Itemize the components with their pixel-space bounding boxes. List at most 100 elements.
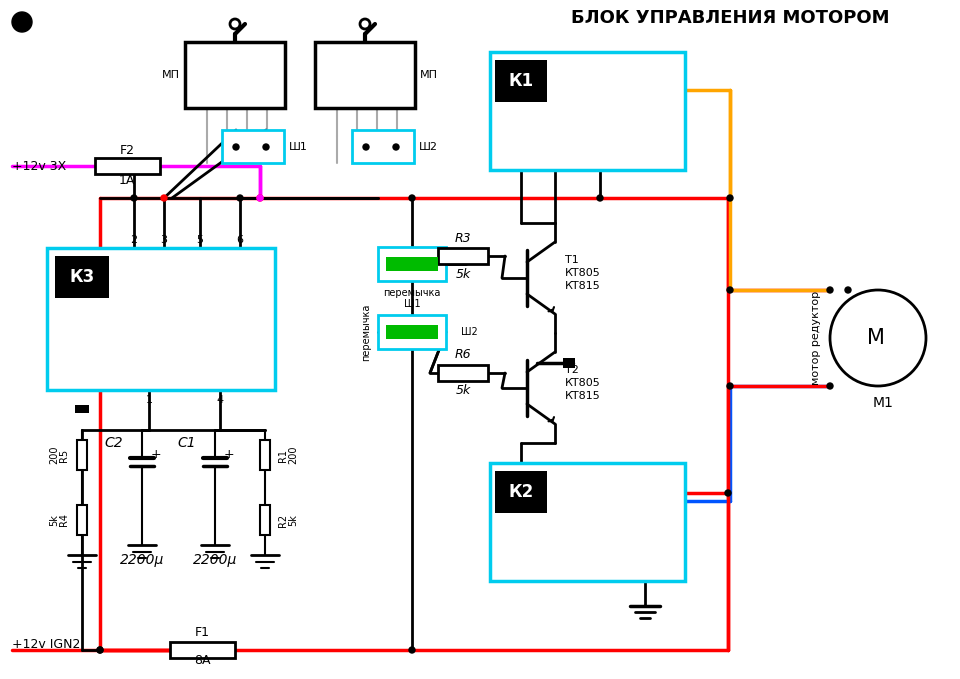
Bar	[222, 130, 284, 163]
Bar	[386, 257, 438, 271]
Circle shape	[845, 287, 851, 293]
Circle shape	[409, 647, 415, 653]
Circle shape	[727, 287, 733, 293]
Bar	[185, 42, 285, 108]
Bar	[378, 315, 446, 349]
Circle shape	[233, 144, 239, 150]
Text: КТ805: КТ805	[565, 268, 601, 278]
Bar	[438, 248, 488, 264]
Bar	[495, 60, 547, 102]
Text: 4: 4	[216, 395, 224, 405]
Circle shape	[727, 195, 733, 201]
Circle shape	[597, 195, 603, 201]
Text: +12v IGN2: +12v IGN2	[12, 638, 81, 651]
Circle shape	[97, 647, 103, 653]
Bar	[378, 247, 446, 281]
Bar	[260, 505, 270, 535]
Text: 1: 1	[146, 395, 153, 405]
Bar	[386, 325, 438, 339]
Text: К3: К3	[69, 268, 95, 286]
Text: 2200μ: 2200μ	[193, 553, 237, 567]
Text: перемычка: перемычка	[361, 304, 371, 361]
Text: C1: C1	[178, 436, 196, 450]
Bar	[55, 256, 109, 298]
Bar	[490, 52, 685, 170]
Circle shape	[237, 195, 243, 201]
Bar	[75, 405, 89, 413]
Text: 5k: 5k	[455, 268, 470, 280]
Circle shape	[257, 195, 263, 201]
Text: мотор редуктор: мотор редуктор	[811, 291, 821, 385]
Text: 5k: 5k	[49, 514, 59, 526]
Circle shape	[363, 144, 369, 150]
Circle shape	[131, 195, 137, 201]
Circle shape	[263, 144, 269, 150]
Text: БЛОК УПРАВЛЕНИЯ МОТОРОМ: БЛОК УПРАВЛЕНИЯ МОТОРОМ	[571, 9, 889, 27]
Text: 200: 200	[49, 445, 59, 464]
Text: 5k: 5k	[288, 514, 298, 526]
Text: 3: 3	[160, 235, 167, 245]
Text: Ш2: Ш2	[419, 142, 438, 152]
Bar	[495, 471, 547, 513]
Bar	[563, 358, 575, 368]
Text: перемычка: перемычка	[383, 288, 441, 298]
Text: КТ815: КТ815	[565, 391, 601, 401]
Circle shape	[830, 290, 926, 386]
Text: КТ815: КТ815	[565, 281, 601, 291]
Bar	[438, 365, 488, 381]
Circle shape	[727, 383, 733, 389]
Text: R4: R4	[59, 513, 69, 526]
Text: +12v 3X: +12v 3X	[12, 160, 66, 172]
Circle shape	[725, 490, 731, 496]
Text: К2: К2	[509, 483, 534, 501]
Text: КТ805: КТ805	[565, 378, 601, 388]
Circle shape	[393, 144, 399, 150]
Text: К1: К1	[509, 72, 534, 90]
Text: 5: 5	[197, 235, 204, 245]
Text: Ш1: Ш1	[289, 142, 308, 152]
Text: M: M	[867, 328, 885, 348]
Circle shape	[257, 195, 263, 201]
Circle shape	[97, 647, 103, 653]
Text: 2: 2	[131, 235, 137, 245]
Text: 5k: 5k	[455, 384, 470, 397]
Circle shape	[230, 19, 240, 29]
Bar	[352, 130, 414, 163]
Text: R5: R5	[59, 448, 69, 462]
Text: R1: R1	[278, 449, 288, 462]
Text: F1: F1	[195, 627, 209, 640]
Text: 6: 6	[236, 235, 244, 245]
Text: МП: МП	[420, 70, 438, 80]
Bar	[260, 440, 270, 470]
Text: Ш1: Ш1	[404, 299, 420, 309]
Text: R6: R6	[455, 348, 471, 361]
Text: М1: М1	[873, 396, 894, 410]
Text: Т2: Т2	[565, 365, 579, 375]
Circle shape	[827, 287, 833, 293]
Text: C2: C2	[105, 436, 123, 450]
Bar	[490, 463, 685, 581]
Text: F2: F2	[119, 143, 134, 156]
Bar	[315, 42, 415, 108]
Bar	[77, 505, 87, 535]
Bar	[77, 440, 87, 470]
Text: Т1: Т1	[565, 255, 579, 265]
Text: +: +	[224, 447, 234, 460]
Text: R2: R2	[278, 513, 288, 526]
Text: Ш2: Ш2	[461, 327, 478, 337]
Circle shape	[161, 195, 167, 201]
Text: R3: R3	[455, 232, 471, 244]
Bar	[170, 642, 235, 658]
Circle shape	[409, 195, 415, 201]
Text: 200: 200	[288, 445, 298, 464]
Bar	[95, 158, 160, 174]
Bar	[47, 248, 275, 390]
Text: 2200μ: 2200μ	[120, 553, 164, 567]
Text: +: +	[151, 447, 161, 460]
Text: 8А: 8А	[194, 653, 210, 667]
Circle shape	[12, 12, 32, 32]
Text: МП: МП	[162, 70, 180, 80]
Circle shape	[360, 19, 370, 29]
Circle shape	[827, 383, 833, 389]
Text: 1А: 1А	[119, 174, 135, 187]
